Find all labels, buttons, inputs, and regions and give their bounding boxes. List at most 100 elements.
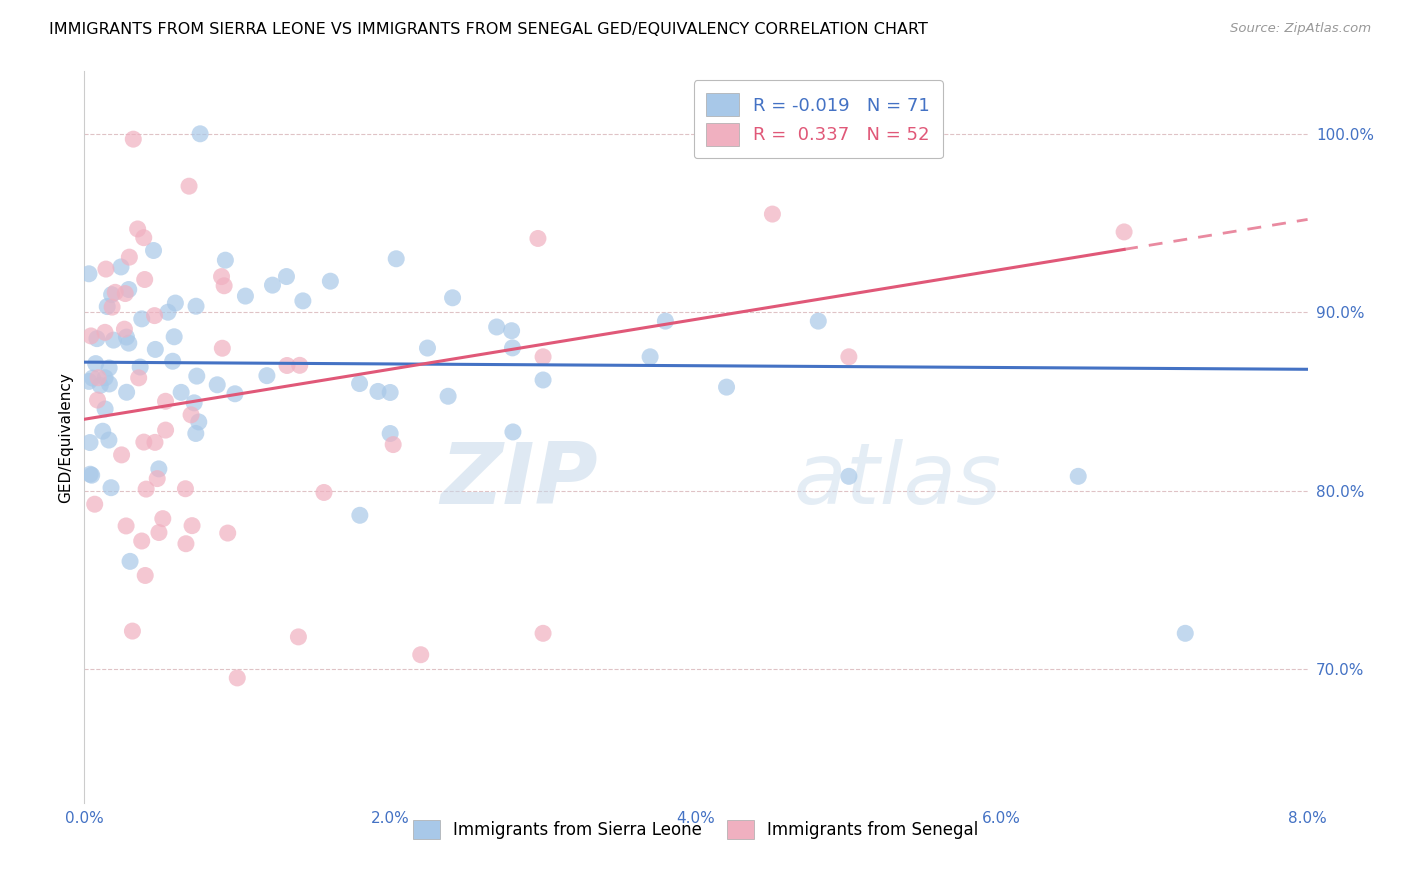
Text: ZIP: ZIP xyxy=(440,440,598,523)
Point xyxy=(148,462,170,476)
Point xyxy=(143,309,166,323)
Point xyxy=(86,332,108,346)
Y-axis label: GED/Equivalency: GED/Equivalency xyxy=(58,372,73,502)
Point xyxy=(121,624,143,638)
Point xyxy=(409,648,432,662)
Point xyxy=(77,267,100,281)
Point xyxy=(349,508,371,523)
Point xyxy=(214,253,236,268)
Point xyxy=(79,435,101,450)
Point xyxy=(118,250,141,264)
Point xyxy=(131,311,153,326)
Point xyxy=(367,384,389,399)
Point xyxy=(77,375,100,389)
Point xyxy=(163,330,186,344)
Point xyxy=(174,537,197,551)
Point xyxy=(184,299,207,313)
Point xyxy=(183,396,205,410)
Point xyxy=(94,402,117,417)
Point xyxy=(224,386,246,401)
Point xyxy=(212,278,235,293)
Point xyxy=(118,554,141,568)
Point xyxy=(288,359,311,373)
Point xyxy=(256,368,278,383)
Point xyxy=(184,426,207,441)
Point xyxy=(441,291,464,305)
Point xyxy=(146,472,169,486)
Point xyxy=(80,468,103,483)
Point xyxy=(170,385,193,400)
Point xyxy=(155,394,177,409)
Point xyxy=(112,322,135,336)
Point xyxy=(110,448,132,462)
Point xyxy=(142,244,165,258)
Point xyxy=(654,314,676,328)
Point xyxy=(1067,469,1090,483)
Point xyxy=(287,630,309,644)
Point xyxy=(115,519,138,533)
Point xyxy=(502,341,524,355)
Point xyxy=(118,283,141,297)
Point xyxy=(838,350,860,364)
Point xyxy=(235,289,257,303)
Point xyxy=(502,425,524,439)
Point xyxy=(104,285,127,300)
Legend: Immigrants from Sierra Leone, Immigrants from Senegal: Immigrants from Sierra Leone, Immigrants… xyxy=(406,814,986,846)
Point xyxy=(96,300,118,314)
Point xyxy=(84,357,107,371)
Point xyxy=(115,330,138,344)
Point xyxy=(132,230,155,244)
Point xyxy=(276,359,298,373)
Point xyxy=(437,389,460,403)
Point xyxy=(100,481,122,495)
Point xyxy=(380,385,402,400)
Point xyxy=(211,341,233,355)
Point xyxy=(128,371,150,385)
Point xyxy=(101,300,124,314)
Point xyxy=(131,534,153,549)
Point xyxy=(186,369,208,384)
Point xyxy=(94,371,117,385)
Point xyxy=(501,324,523,338)
Point xyxy=(114,286,136,301)
Point xyxy=(122,132,145,146)
Point xyxy=(807,314,830,328)
Point xyxy=(94,262,117,277)
Point xyxy=(174,482,197,496)
Point xyxy=(87,370,110,384)
Point xyxy=(1114,225,1136,239)
Point xyxy=(134,568,156,582)
Point xyxy=(83,497,105,511)
Point xyxy=(115,385,138,400)
Point xyxy=(349,376,371,391)
Point xyxy=(262,278,284,293)
Point xyxy=(79,467,101,482)
Point xyxy=(132,435,155,450)
Point xyxy=(100,287,122,301)
Point xyxy=(156,305,179,319)
Point xyxy=(86,393,108,408)
Point xyxy=(103,333,125,347)
Point xyxy=(177,179,200,194)
Point xyxy=(531,373,554,387)
Text: atlas: atlas xyxy=(794,440,1002,523)
Point xyxy=(276,269,298,284)
Point xyxy=(135,482,157,496)
Point xyxy=(380,426,402,441)
Point xyxy=(416,341,439,355)
Point xyxy=(187,415,209,429)
Point xyxy=(80,329,103,343)
Point xyxy=(110,260,132,274)
Point xyxy=(143,435,166,450)
Point xyxy=(152,511,174,525)
Point xyxy=(291,293,314,308)
Point xyxy=(82,371,104,385)
Point xyxy=(217,526,239,541)
Point xyxy=(94,326,117,340)
Point xyxy=(91,424,114,438)
Point xyxy=(382,437,405,451)
Point xyxy=(838,469,860,483)
Point xyxy=(155,423,177,437)
Point xyxy=(143,343,166,357)
Point xyxy=(531,626,554,640)
